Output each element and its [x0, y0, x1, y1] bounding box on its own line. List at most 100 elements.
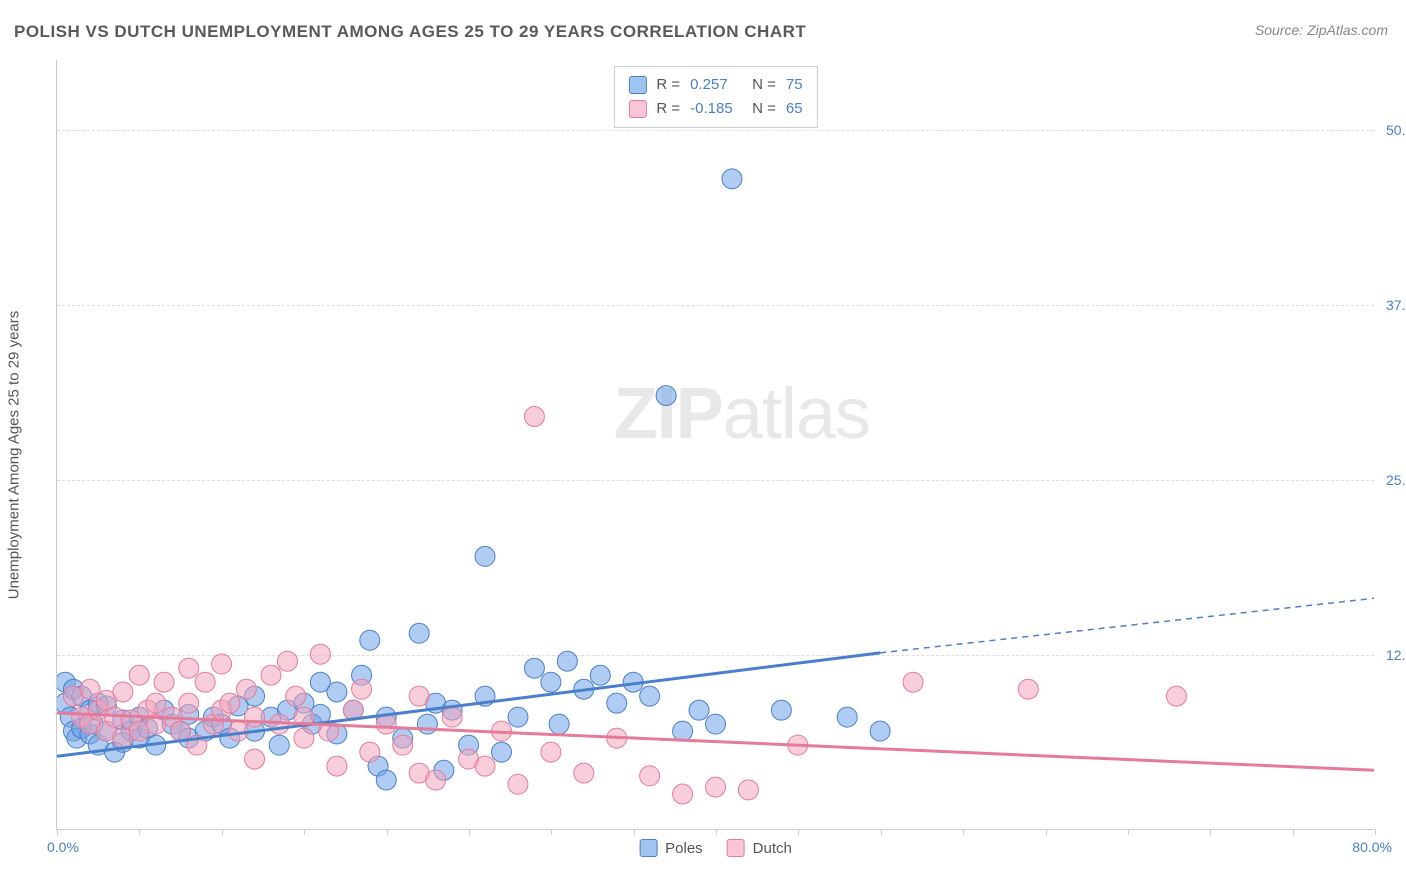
x-tick	[1293, 829, 1294, 835]
data-point	[442, 707, 462, 727]
x-axis-min-label: 0.0%	[47, 839, 79, 855]
legend-series-item: Dutch	[727, 839, 792, 857]
chart-container: Unemployment Among Ages 25 to 29 years Z…	[48, 55, 1388, 855]
x-tick	[304, 829, 305, 835]
data-point	[706, 714, 726, 734]
data-point	[673, 784, 693, 804]
data-point	[491, 742, 511, 762]
data-point	[228, 721, 248, 741]
x-tick	[222, 829, 223, 835]
data-point	[327, 756, 347, 776]
plot-area: ZIPatlas 12.5%25.0%37.5%50.0% R = 0.257 …	[56, 60, 1374, 830]
x-tick	[139, 829, 140, 835]
data-point	[360, 742, 380, 762]
data-point	[310, 644, 330, 664]
data-point	[129, 665, 149, 685]
y-tick-label: 37.5%	[1378, 297, 1406, 313]
data-point	[706, 777, 726, 797]
data-point	[113, 682, 133, 702]
data-point	[245, 749, 265, 769]
data-point	[220, 693, 240, 713]
y-tick-label: 25.0%	[1378, 472, 1406, 488]
data-point	[1018, 679, 1038, 699]
data-point	[475, 546, 495, 566]
data-point	[590, 665, 610, 685]
data-point	[903, 672, 923, 692]
y-tick-label: 12.5%	[1378, 647, 1406, 663]
y-tick-label: 50.0%	[1378, 122, 1406, 138]
legend-swatch	[639, 839, 657, 857]
data-point	[656, 386, 676, 406]
data-point	[212, 654, 232, 674]
x-tick	[1128, 829, 1129, 835]
data-point	[376, 770, 396, 790]
y-axis-label: Unemployment Among Ages 25 to 29 years	[6, 311, 23, 600]
x-tick	[551, 829, 552, 835]
data-point	[245, 707, 265, 727]
legend-correlation: R = 0.257 N = 75 R = -0.185 N = 65	[613, 66, 817, 128]
data-point	[574, 763, 594, 783]
x-tick	[57, 829, 58, 835]
legend-n-label: N =	[752, 73, 776, 97]
data-point	[409, 686, 429, 706]
data-point	[508, 707, 528, 727]
x-tick	[469, 829, 470, 835]
data-point	[541, 672, 561, 692]
data-point	[837, 707, 857, 727]
chart-title: POLISH VS DUTCH UNEMPLOYMENT AMONG AGES …	[14, 22, 806, 42]
data-point	[294, 728, 314, 748]
x-tick	[1210, 829, 1211, 835]
legend-series-item: Poles	[639, 839, 703, 857]
x-tick	[634, 829, 635, 835]
legend-r-value: 0.257	[690, 73, 742, 97]
legend-series-label: Poles	[665, 840, 703, 857]
data-point	[146, 693, 166, 713]
data-point	[673, 721, 693, 741]
data-point	[360, 630, 380, 650]
legend-correlation-row: R = -0.185 N = 65	[628, 97, 802, 121]
legend-r-label: R =	[656, 97, 680, 121]
x-tick	[1046, 829, 1047, 835]
data-point	[870, 721, 890, 741]
data-point	[524, 658, 544, 678]
source-prefix: Source:	[1255, 22, 1307, 38]
legend-swatch	[628, 100, 646, 118]
x-axis-max-label: 80.0%	[1352, 839, 1392, 855]
data-point	[154, 672, 174, 692]
data-point	[738, 780, 758, 800]
legend-series-label: Dutch	[753, 840, 792, 857]
data-point	[640, 766, 660, 786]
data-point	[286, 686, 306, 706]
data-point	[524, 407, 544, 427]
data-point	[409, 623, 429, 643]
data-point	[557, 651, 577, 671]
data-point	[689, 700, 709, 720]
source-name: ZipAtlas.com	[1307, 22, 1388, 38]
data-point	[170, 721, 190, 741]
x-tick	[387, 829, 388, 835]
data-point	[607, 693, 627, 713]
data-point	[179, 693, 199, 713]
data-point	[393, 735, 413, 755]
legend-r-label: R =	[656, 73, 680, 97]
x-tick	[798, 829, 799, 835]
legend-n-value: 75	[786, 73, 803, 97]
data-point	[277, 651, 297, 671]
legend-n-value: 65	[786, 97, 803, 121]
x-tick	[716, 829, 717, 835]
data-point	[269, 735, 289, 755]
data-point	[549, 714, 569, 734]
data-point	[1166, 686, 1186, 706]
data-point	[541, 742, 561, 762]
data-point	[261, 665, 281, 685]
legend-swatch	[727, 839, 745, 857]
data-point	[236, 679, 256, 699]
legend-n-label: N =	[752, 97, 776, 121]
legend-r-value: -0.185	[690, 97, 742, 121]
data-point	[179, 658, 199, 678]
scatter-svg	[57, 60, 1374, 829]
data-point	[426, 770, 446, 790]
data-point	[508, 774, 528, 794]
legend-swatch	[628, 76, 646, 94]
legend-correlation-row: R = 0.257 N = 75	[628, 73, 802, 97]
